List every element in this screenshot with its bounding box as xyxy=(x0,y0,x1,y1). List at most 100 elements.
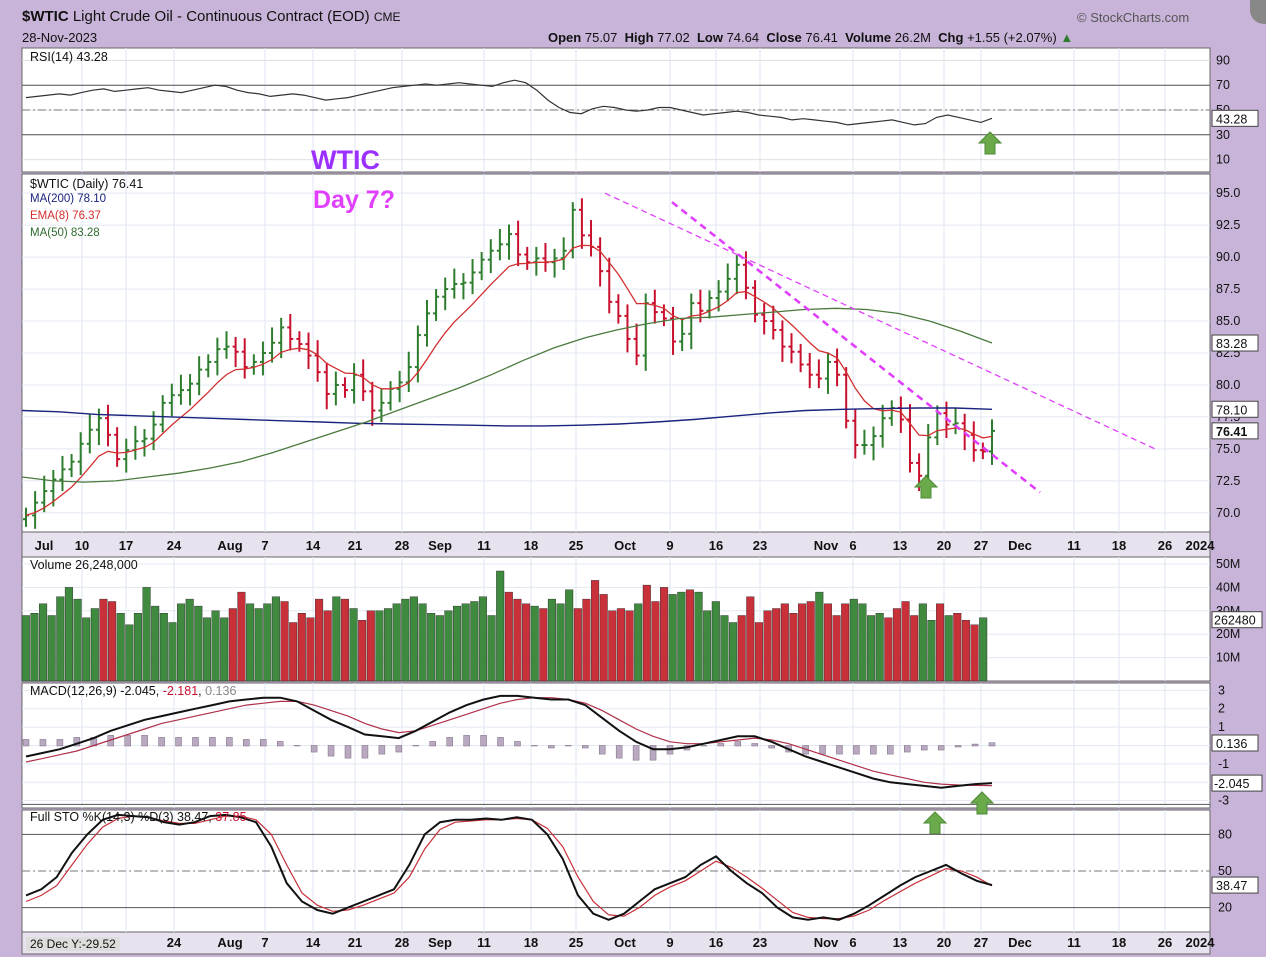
x-tick-label-bottom: 11 xyxy=(1067,935,1081,950)
x-tick-label-bottom: 23 xyxy=(753,935,767,950)
volume-bar xyxy=(427,613,436,682)
volume-bar xyxy=(409,596,418,682)
rsi-tick-label: 70 xyxy=(1216,78,1230,92)
volume-bar xyxy=(323,610,332,682)
volume-bar xyxy=(530,605,539,682)
macd-histogram-bar xyxy=(598,745,606,755)
x-tick-label: 18 xyxy=(524,538,538,553)
volume-bar xyxy=(599,594,608,682)
macd-histogram-bar xyxy=(819,745,826,755)
macd-histogram-bar xyxy=(175,737,182,747)
macd-histogram-bar xyxy=(480,735,487,747)
volume-bar xyxy=(56,596,65,682)
volume-bar xyxy=(116,613,125,682)
x-tick-label-bottom: Sep xyxy=(428,935,452,950)
x-axis-strip-bottom xyxy=(21,931,1211,955)
volume-bar xyxy=(151,605,160,682)
ema8-legend: EMA(8) 76.37 xyxy=(30,210,101,222)
volume-bar xyxy=(867,615,876,682)
volume-bar xyxy=(340,598,349,682)
volume-bar xyxy=(668,594,677,682)
x-tick-label-bottom: Oct xyxy=(614,935,636,950)
price-tick-label: 72.5 xyxy=(1216,474,1240,488)
x-tick-label-bottom: 24 xyxy=(167,935,182,950)
scroll-knob[interactable] xyxy=(1250,0,1266,24)
macd-up-arrow-2 xyxy=(969,791,995,815)
x-tick-label-bottom: Dec xyxy=(1008,935,1032,950)
volume-bar xyxy=(332,596,341,682)
x-tick-label: 16 xyxy=(709,538,723,553)
macd-histogram-bar xyxy=(395,745,403,753)
volume-bar xyxy=(901,601,910,682)
x-tick-label: Sep xyxy=(428,538,452,553)
x-tick-label: 27 xyxy=(974,538,988,553)
header-title-row: $WTIC Light Crude Oil - Continuous Contr… xyxy=(22,8,400,25)
volume-value-label: 262480 xyxy=(1214,614,1256,628)
x-tick-label-bottom: 18 xyxy=(1112,935,1126,950)
volume-bar xyxy=(504,591,513,682)
volume-bar xyxy=(366,610,375,682)
volume-bar xyxy=(418,603,427,682)
volume-bar xyxy=(64,587,73,682)
x-tick-label: 10 xyxy=(75,538,89,553)
volume-bar xyxy=(133,613,142,682)
volume-bar xyxy=(315,598,324,682)
macd-histogram-bar xyxy=(565,745,572,747)
macd-histogram-bar xyxy=(582,745,589,749)
volume-bar xyxy=(746,596,755,682)
macd-histogram-bar xyxy=(429,741,436,747)
volume-bar xyxy=(358,620,367,682)
price-tick-label: 80.0 xyxy=(1216,378,1240,392)
volume-bar xyxy=(90,608,99,682)
volume-bar xyxy=(961,620,970,682)
x-tick-label-bottom: 7 xyxy=(261,935,268,950)
volume-bar xyxy=(513,598,522,682)
volume-bar xyxy=(789,613,798,682)
price-tick-label: 70.0 xyxy=(1216,506,1240,520)
volume-bar xyxy=(453,605,462,682)
macd-tick-label: -3 xyxy=(1218,794,1229,808)
x-tick-label-bottom: 18 xyxy=(524,935,538,950)
volume-bar xyxy=(918,603,927,682)
volume-bar xyxy=(573,608,582,682)
volume-bar xyxy=(349,608,358,682)
macd-histogram-bar xyxy=(531,745,538,747)
volume-bar xyxy=(254,608,263,682)
volume-bar xyxy=(591,580,600,682)
volume-bar xyxy=(177,603,186,682)
volume-bar xyxy=(522,603,531,682)
volume-bar xyxy=(470,601,479,682)
volume-bar xyxy=(979,617,988,682)
rsi-tick-label: 10 xyxy=(1216,153,1230,167)
x-tick-label-bottom: 20 xyxy=(937,935,951,950)
volume-tick-label: 50M xyxy=(1216,557,1240,571)
price-tick-label: 90.0 xyxy=(1216,250,1240,264)
volume-bar xyxy=(99,598,108,682)
price-up-arrow xyxy=(913,475,939,499)
x-tick-label: 9 xyxy=(666,538,673,553)
volume-bar xyxy=(280,601,289,682)
x-tick-label: Aug xyxy=(217,538,242,553)
macd-value-label: -2.045 xyxy=(1214,777,1249,791)
sto-tick-label: 80 xyxy=(1218,827,1232,841)
x-tick-label: 11 xyxy=(477,538,491,553)
volume-bar xyxy=(582,598,591,682)
macd-histogram-bar xyxy=(293,745,301,747)
x-tick-label-bottom: 13 xyxy=(893,935,907,950)
volume-bar xyxy=(703,610,712,682)
sto-k-line xyxy=(25,813,993,921)
volume-bar xyxy=(677,591,686,682)
macd-tick-label: 1 xyxy=(1218,720,1225,734)
x-tick-label: 14 xyxy=(306,538,321,553)
macd-histogram-bar xyxy=(412,745,420,747)
macd-histogram-bar xyxy=(751,743,758,747)
volume-bar xyxy=(875,613,884,682)
macd-signal-line xyxy=(25,697,993,787)
volume-bar xyxy=(202,617,211,682)
sto-tick-label: 20 xyxy=(1218,901,1232,915)
volume-bar xyxy=(944,615,953,682)
x-tick-label-bottom: 25 xyxy=(569,935,583,950)
copyright: © StockCharts.com xyxy=(1077,10,1190,25)
rsi-legend: RSI(14) 43.28 xyxy=(30,50,108,64)
